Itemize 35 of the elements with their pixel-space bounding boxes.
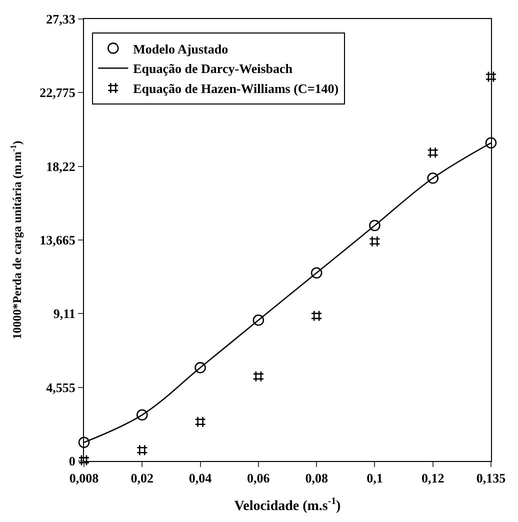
point <box>194 416 206 428</box>
point <box>485 71 497 82</box>
point <box>310 310 322 322</box>
y-tick-label: 27,33 <box>46 12 76 27</box>
x-tick-label: 0,12 <box>421 470 444 486</box>
x-axis-title: Velocidade (m.s$^{-1}$) <box>234 496 342 514</box>
x-tick-label: 0,08 <box>305 470 328 486</box>
x-tick-label: 0,135 <box>476 470 506 486</box>
x-tick-label: 0,008 <box>69 470 100 486</box>
x-tick-label: 0,02 <box>130 470 154 486</box>
y-tick-label: 4,555 <box>46 380 76 395</box>
x-tick-label: 0,1 <box>366 470 383 486</box>
point <box>369 220 380 232</box>
point <box>427 172 439 184</box>
point <box>310 267 322 279</box>
point <box>252 314 264 326</box>
point <box>252 370 264 382</box>
point <box>136 409 148 421</box>
point <box>485 137 497 149</box>
point <box>78 454 90 466</box>
x-tick-label: 0,04 <box>188 470 212 486</box>
y-tick-label: 0 <box>68 454 76 469</box>
point <box>194 362 206 374</box>
legend-label: Equação de Darcy-Weisbach <box>133 61 294 76</box>
y-tick-label: 18,22 <box>46 158 76 174</box>
point <box>427 146 439 158</box>
legend-label: Equação de Hazen-Williams (C=140) <box>133 81 339 96</box>
point <box>78 436 90 448</box>
legend-label: Modelo Ajustado <box>133 41 228 56</box>
y-tick-label: 13,665 <box>40 232 76 248</box>
x-tick-label: 0,06 <box>247 470 270 486</box>
y-tick-label: 22,775 <box>40 85 76 100</box>
point <box>369 236 380 248</box>
y-tick-label: 9,11 <box>53 306 76 322</box>
point <box>136 444 148 456</box>
